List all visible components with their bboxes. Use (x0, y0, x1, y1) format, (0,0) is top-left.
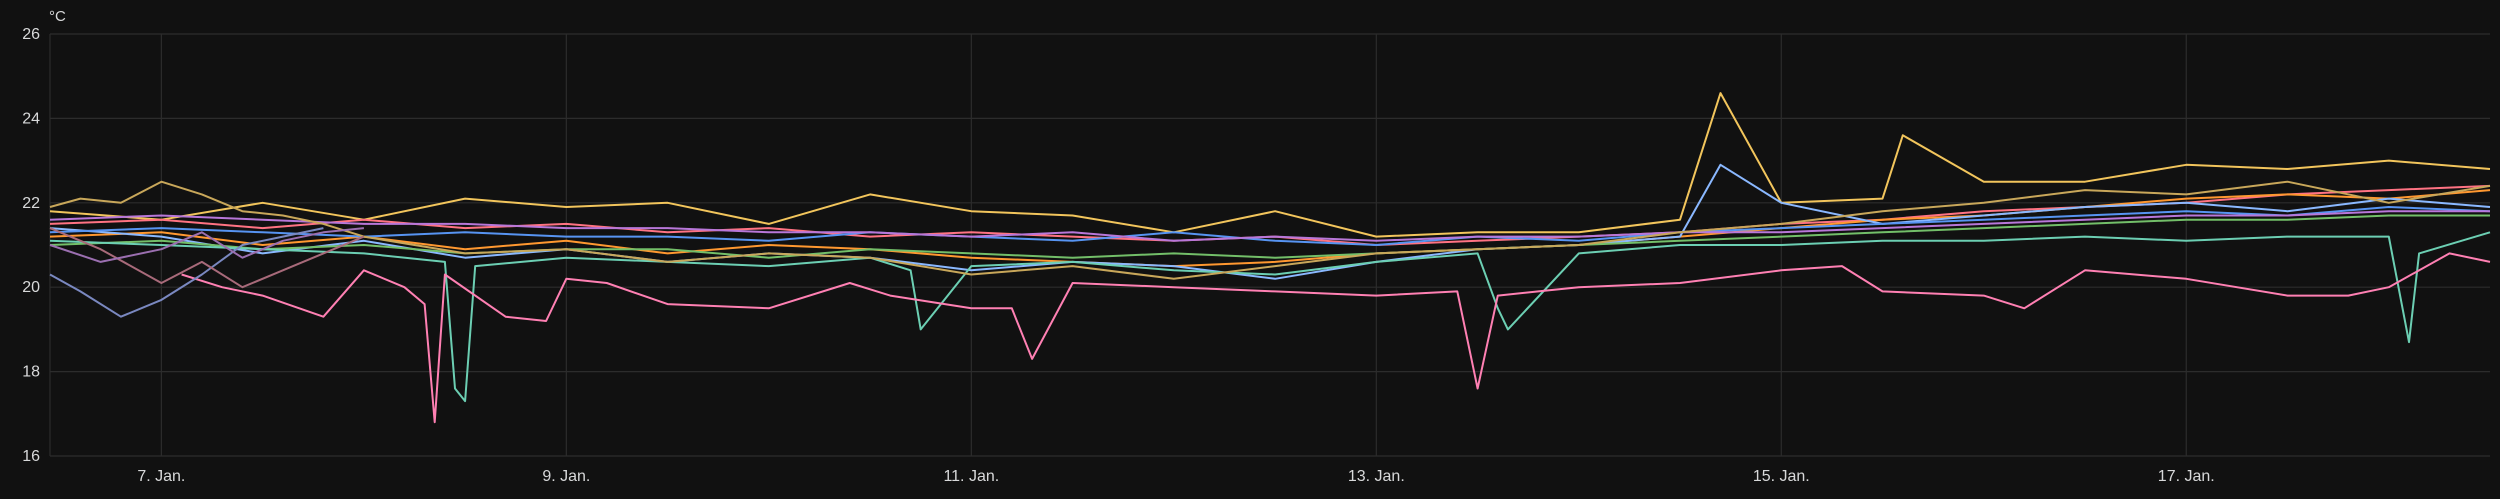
series-line-1 (49, 92, 2491, 238)
grid (49, 33, 2490, 457)
y-tick-label: 26 (22, 26, 40, 43)
x-tick-label: 15. Jan. (1753, 468, 1810, 485)
series-line-13 (49, 227, 365, 263)
y-tick-label: 16 (22, 448, 40, 465)
series-line-6 (49, 206, 2491, 246)
series-line-12 (49, 227, 365, 289)
y-tick-label: 18 (22, 364, 40, 381)
y-tick-label: 24 (22, 110, 40, 127)
y-axis-unit-label: °C (49, 8, 66, 25)
series-line-11 (49, 227, 324, 318)
x-tick-label: 9. Jan. (542, 468, 590, 485)
y-tick-label: 20 (22, 279, 40, 296)
y-tick-label: 22 (22, 195, 40, 212)
series-lines (49, 92, 2491, 424)
series-line-7 (49, 210, 2490, 242)
series-line-9 (181, 252, 2491, 424)
x-tick-label: 17. Jan. (2158, 468, 2215, 485)
series-line-4 (49, 163, 2491, 280)
x-tick-label: 11. Jan. (943, 468, 999, 485)
series-line-3 (49, 189, 2491, 268)
x-tick-label: 13. Jan. (1348, 468, 1405, 485)
series-line-10 (49, 180, 2491, 280)
axes: °C 16 18 20 22 24 26 7. Jan. 9. Jan. 11. Jan. 13.… (22, 8, 2215, 485)
x-tick-label: 7. Jan. (137, 468, 185, 485)
